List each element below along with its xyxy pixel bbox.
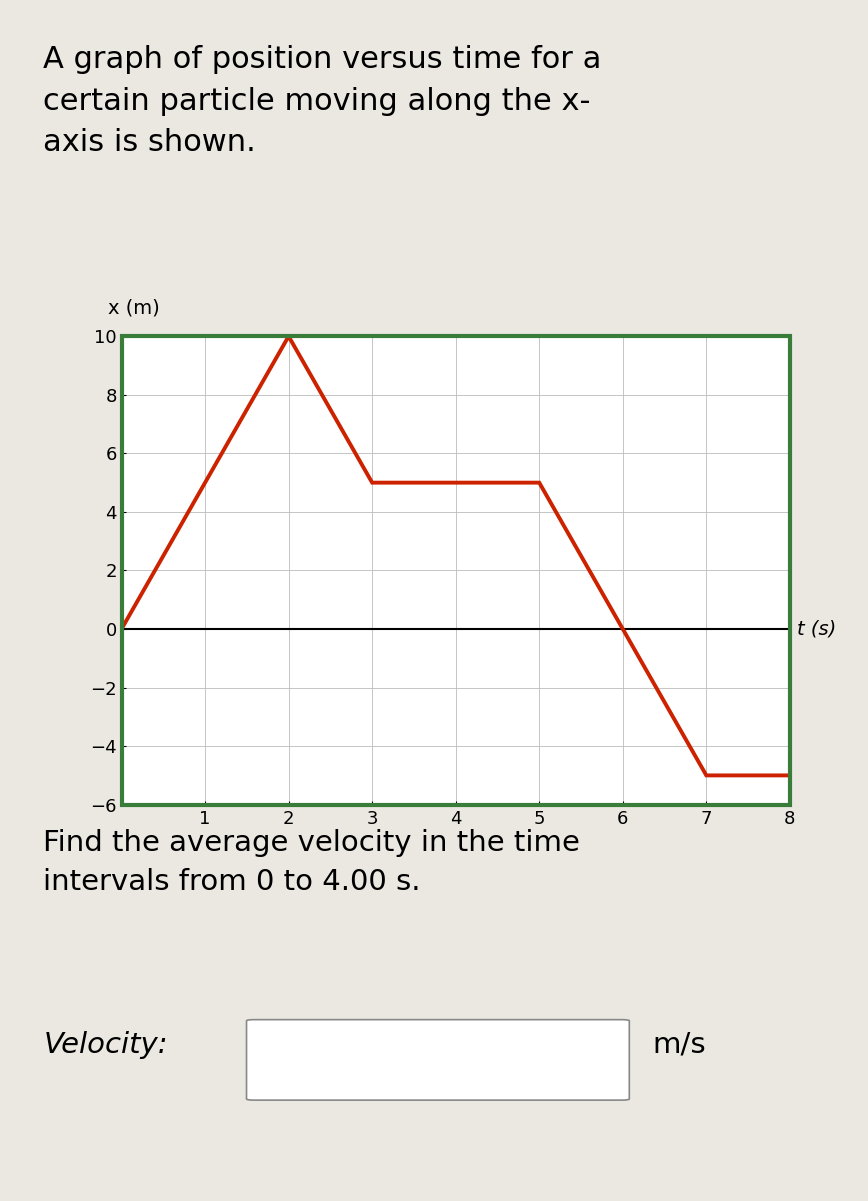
Text: Find the average velocity in the time
intervals from 0 to 4.00 s.: Find the average velocity in the time in… bbox=[43, 829, 581, 896]
Text: Velocity:: Velocity: bbox=[43, 1030, 168, 1059]
Text: m/s: m/s bbox=[653, 1030, 707, 1059]
Text: x (m): x (m) bbox=[108, 299, 160, 317]
Text: t (s): t (s) bbox=[797, 620, 836, 639]
Text: A graph of position versus time for a
certain particle moving along the x-
axis : A graph of position versus time for a ce… bbox=[43, 44, 602, 157]
FancyBboxPatch shape bbox=[247, 1020, 629, 1100]
Bar bbox=[122, 336, 790, 805]
